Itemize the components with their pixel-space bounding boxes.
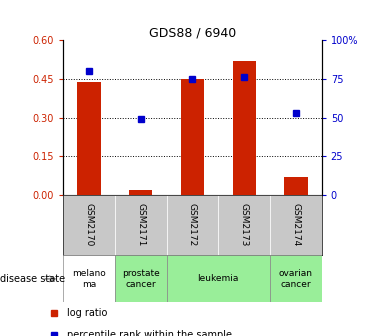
Bar: [270, 255, 322, 302]
Bar: [284, 177, 308, 195]
Text: ovarian
cancer: ovarian cancer: [279, 269, 313, 289]
Text: percentile rank within the sample: percentile rank within the sample: [67, 330, 232, 336]
Bar: [129, 190, 152, 195]
Text: prostate
cancer: prostate cancer: [122, 269, 160, 289]
Title: GDS88 / 6940: GDS88 / 6940: [149, 26, 236, 39]
Bar: [218, 195, 270, 255]
Text: GSM2170: GSM2170: [85, 203, 93, 247]
Bar: [167, 255, 270, 302]
Text: GSM2172: GSM2172: [188, 204, 197, 247]
Text: disease state: disease state: [0, 274, 65, 284]
Bar: [181, 79, 204, 195]
Text: melano
ma: melano ma: [72, 269, 106, 289]
Bar: [63, 255, 115, 302]
Text: GSM2173: GSM2173: [240, 203, 249, 247]
Text: GSM2174: GSM2174: [291, 204, 300, 247]
Bar: [270, 195, 322, 255]
Bar: [232, 61, 256, 195]
Text: GSM2171: GSM2171: [136, 203, 145, 247]
Bar: [77, 82, 101, 195]
Bar: [115, 255, 167, 302]
Bar: [63, 195, 115, 255]
Bar: [115, 195, 167, 255]
Text: log ratio: log ratio: [67, 308, 108, 318]
Text: leukemia: leukemia: [198, 275, 239, 283]
Bar: [167, 195, 218, 255]
